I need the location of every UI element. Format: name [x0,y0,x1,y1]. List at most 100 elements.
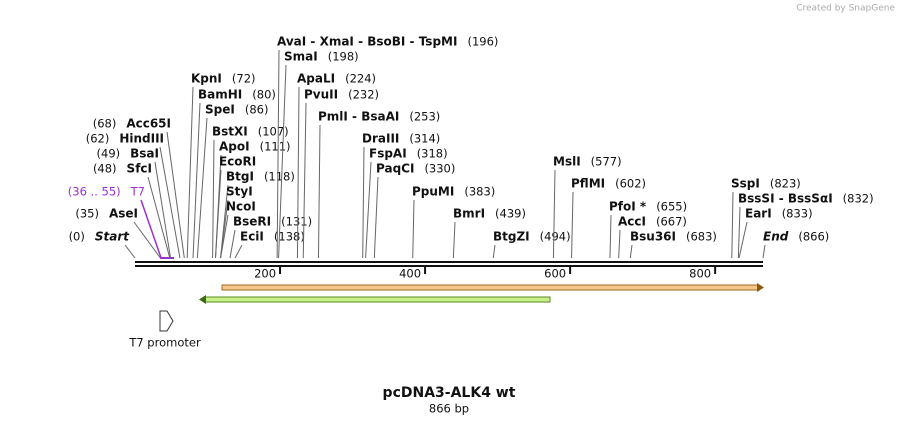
feature-green [199,295,551,304]
site-name: Bsu36I [630,230,676,244]
site-position: (0) [69,230,85,244]
site-name: BtgZI [493,230,530,244]
site-name: T7 [130,185,145,199]
site-name: BstXI [212,125,248,139]
site-line [412,199,415,259]
site-position: (131) [281,215,312,229]
site-line [154,161,172,259]
credit: Created by SnapGene [796,4,895,14]
site-position: (439) [495,207,526,221]
site-position: (602) [615,177,646,191]
site-position: (138) [274,230,305,244]
site-name: PflMI [571,177,605,191]
site-name: PaqCI [376,162,414,176]
ruler-label: 600 [544,267,566,281]
site-name: PfoI * [609,200,647,214]
site-position: (49) [97,147,121,161]
site-name: BtgI [226,170,254,184]
ruler-label: 800 [689,267,711,281]
site-line [452,221,456,259]
site-line [618,229,621,259]
site-position: (111) [260,140,291,154]
site-position: (68) [93,117,117,131]
site-name: HindIII [119,132,164,146]
feature-label: T7 promoter [128,336,201,350]
site-position: (866) [798,230,829,244]
site-line [278,64,287,259]
site-line [731,191,734,259]
site-position: (118) [264,170,295,184]
site-name: AvaI - XmaI - BsoBI - TspMI [277,35,457,49]
site-name: KpnI [191,72,222,86]
site-line [147,176,171,259]
site-line [302,102,307,259]
site-line [737,206,741,259]
site-position: (86) [245,103,269,117]
site-position: (62) [86,132,110,146]
site-name: BmrI [453,207,485,221]
site-position: (253) [409,110,440,124]
length-label: 866 bp [429,402,469,416]
site-name: ApaLI [297,72,335,86]
site-name: AccI [618,215,646,229]
site-line [186,86,194,259]
site-line [220,214,229,259]
site-line [229,229,236,259]
site-line [362,146,365,259]
site-name: SpeI [205,103,235,117]
site-line [192,102,201,259]
ruler-label: 200 [254,267,276,281]
feature-orange [221,283,764,292]
site-line [365,161,372,259]
site-line [296,86,300,259]
site-name: End [763,230,789,244]
site-line [276,49,280,259]
site-line [140,199,162,259]
site-name: EciI [240,230,264,244]
site-position: (196) [467,35,498,49]
site-position: (383) [464,185,495,199]
site-name: PvuII [304,88,338,102]
site-line [214,169,222,259]
site-name: FspAI [369,147,407,161]
site-line [124,244,136,259]
site-position: (832) [843,192,874,206]
site-position: (655) [656,200,687,214]
site-line [212,139,215,259]
site-name: SfcI [127,162,152,176]
site-line [196,117,208,259]
site-position: (36 .. 55) [68,185,121,199]
site-position: (314) [409,132,440,146]
t7-arrow [159,310,174,332]
site-name: Start [95,230,130,244]
site-line [552,169,556,259]
site-name: Acc65I [126,117,171,131]
site-position: (35) [75,207,99,221]
site-position: (224) [345,72,376,86]
site-name: SspI [731,177,760,191]
site-position: (80) [252,88,276,102]
site-position: (232) [348,88,379,102]
site-line [234,244,243,259]
site-name: AseI [109,207,138,221]
ruler-label: 400 [399,267,421,281]
site-name: StyI [226,185,253,199]
map-title: pcDNA3-ALK4 wt [383,385,516,401]
site-line [373,176,379,259]
site-name: DraIII [362,132,399,146]
site-position: (823) [770,177,801,191]
site-position: (833) [782,207,813,221]
site-position: (198) [328,50,359,64]
site-name: BsaI [130,147,159,161]
site-line [571,191,574,259]
site-name: PmlI - BsaAI [318,110,399,124]
site-line [738,221,748,259]
site-position: (667) [656,215,687,229]
site-name: EarI [745,207,772,221]
site-name: MslI [553,155,581,169]
site-position: (683) [686,230,717,244]
site-position: (494) [540,230,571,244]
site-name: ApoI [219,140,250,154]
site-name: SmaI [284,50,318,64]
